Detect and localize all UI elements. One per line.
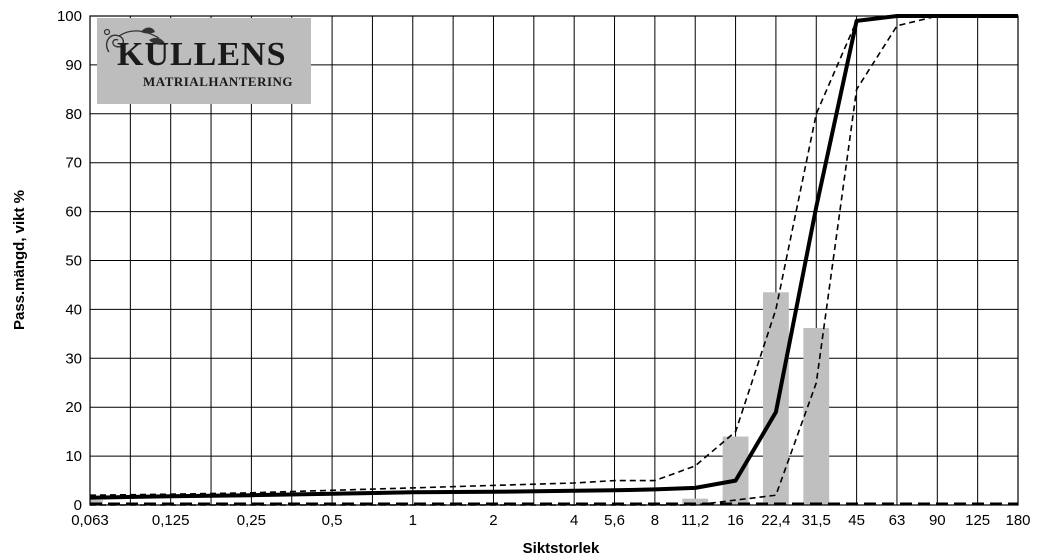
x-tick-label: 0,5: [322, 512, 343, 529]
x-tick-label: 1: [409, 512, 417, 529]
y-tick-label: 90: [65, 57, 82, 74]
y-tick-label: 40: [65, 301, 82, 318]
y-tick-label: 80: [65, 106, 82, 123]
y-tick-label: 60: [65, 204, 82, 221]
x-tick-label: 45: [848, 512, 865, 529]
x-tick-label: 11,2: [681, 512, 709, 529]
bar: [803, 327, 830, 505]
x-tick-label: 90: [929, 512, 946, 529]
y-axis-title: Pass.mängd, vikt %: [11, 190, 28, 330]
plot-frame: [89, 15, 1019, 506]
company-logo: KULLENS MATRIALHANTERING: [97, 18, 311, 104]
plot-border: [89, 15, 1019, 506]
logo-sub-text: MATRIALHANTERING: [143, 74, 294, 89]
x-tick-label: 0,25: [237, 512, 266, 529]
y-tick-labels: 0 10 20 30 40 50 60 70 80 90 100: [57, 8, 82, 514]
x-tick-label: 5,6: [604, 512, 625, 529]
x-tick-label: 125: [965, 512, 990, 529]
x-tick-label: 31,5: [802, 512, 831, 529]
y-tick-label: 50: [65, 253, 82, 270]
x-tick-label: 63: [889, 512, 906, 529]
y-tick-label: 10: [65, 448, 82, 465]
x-tick-labels: 0,063 0,125 0,25 0,5 1 2 4 5,6 8 11,2 16 22,4 31,5 45…: [71, 512, 1030, 529]
y-tick-label: 100: [57, 8, 82, 25]
x-tick-label: 2: [489, 512, 497, 529]
y-tick-label: 0: [74, 497, 82, 514]
x-tick-label: 16: [727, 512, 744, 529]
x-tick-label: 180: [1005, 512, 1030, 529]
x-tick-label: 0,063: [71, 512, 109, 529]
bar: [682, 498, 709, 505]
bar-series: [90, 292, 830, 505]
bar: [763, 292, 789, 505]
y-tick-label: 30: [65, 350, 82, 367]
bar: [722, 436, 749, 505]
x-tick-label: 22,4: [761, 512, 790, 529]
logo-main-text: KULLENS: [117, 36, 287, 73]
x-tick-label: 4: [570, 512, 578, 529]
y-tick-label: 70: [65, 155, 82, 172]
x-axis-title: Siktstorlek: [523, 540, 600, 557]
x-tick-label: 0,125: [152, 512, 190, 529]
ornament-icon: [103, 27, 165, 53]
x-tick-label: 8: [651, 512, 659, 529]
y-tick-label: 20: [65, 399, 82, 416]
